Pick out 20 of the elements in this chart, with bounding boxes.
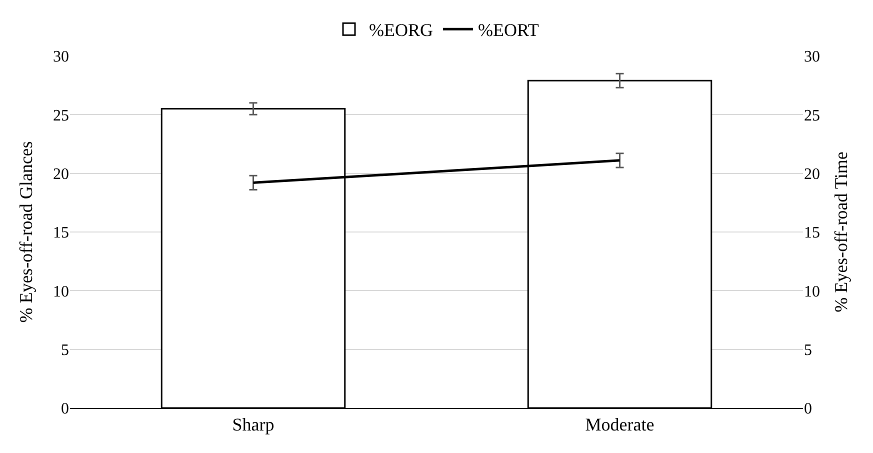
y-tick-label: 5 bbox=[61, 342, 69, 359]
y-axis-title: % Eyes-off-road Glances bbox=[16, 141, 36, 323]
y-tick-label: 20 bbox=[53, 166, 69, 183]
legend-label: %EORT bbox=[478, 20, 539, 40]
y-tick-label: 10 bbox=[53, 283, 69, 300]
x-tick-label: Moderate bbox=[585, 414, 654, 435]
legend-label: %EORG bbox=[369, 20, 433, 40]
y2-tick-label: 0 bbox=[804, 400, 812, 418]
y2-axis-title: % Eyes-off-road Time bbox=[831, 152, 852, 312]
y-tick-label: 0 bbox=[61, 400, 69, 418]
x-tick-label: Sharp bbox=[232, 414, 274, 435]
y2-tick-label: 25 bbox=[804, 107, 820, 124]
y2-tick-label: 5 bbox=[804, 342, 812, 359]
y2-tick-label: 20 bbox=[804, 166, 820, 183]
y-tick-label: 25 bbox=[53, 107, 69, 124]
y-tick-label: 15 bbox=[53, 224, 69, 242]
y2-tick-label: 30 bbox=[804, 48, 820, 66]
y-tick-label: 30 bbox=[53, 48, 69, 66]
y2-tick-label: 10 bbox=[804, 283, 820, 300]
y2-tick-label: 15 bbox=[804, 224, 820, 242]
